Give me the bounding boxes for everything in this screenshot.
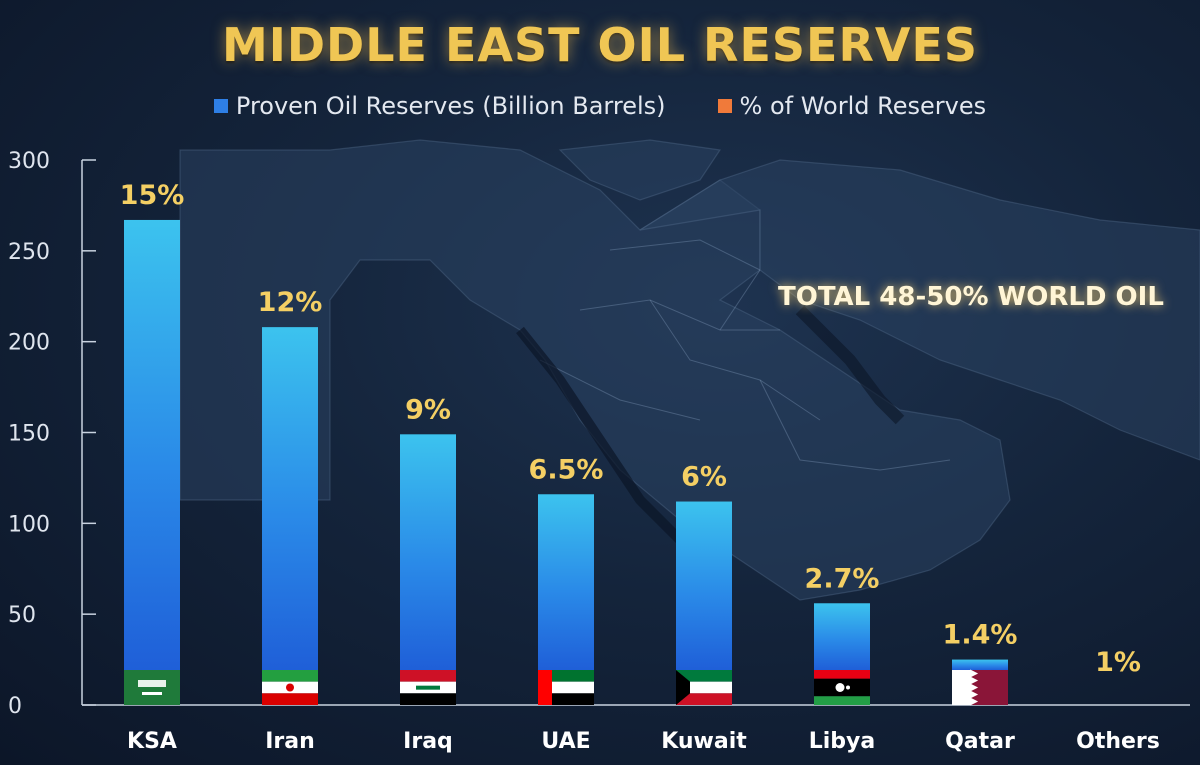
kuwait-flag bbox=[676, 670, 732, 705]
flag-band-white bbox=[676, 681, 732, 694]
flag-emblem bbox=[286, 683, 294, 692]
bar-reserves-ksa bbox=[124, 219, 180, 670]
flag-band-red bbox=[814, 670, 870, 679]
data-label-iran: 12% bbox=[258, 287, 323, 318]
uae-flag bbox=[538, 670, 594, 705]
data-label-qatar: 1.4% bbox=[943, 620, 1018, 651]
flag-band-green bbox=[262, 670, 318, 682]
flag-band-red bbox=[400, 670, 456, 682]
chart-title: MIDDLE EAST OIL RESERVES bbox=[221, 18, 979, 72]
flag-script bbox=[416, 685, 440, 690]
data-label-libya: 2.7% bbox=[805, 563, 880, 594]
flag-trapezoid bbox=[676, 670, 690, 705]
flag-field bbox=[124, 670, 180, 705]
flag-script bbox=[138, 680, 166, 687]
data-label-uae: 6.5% bbox=[529, 454, 604, 485]
legend: Proven Oil Reserves (Billion Barrels) % … bbox=[0, 92, 1200, 120]
data-label-ksa: 15% bbox=[120, 180, 185, 211]
legend-item-world-share: % of World Reserves bbox=[717, 92, 987, 120]
data-label-iraq: 9% bbox=[405, 394, 451, 425]
flag-crescent bbox=[835, 683, 845, 692]
flag-band-green bbox=[676, 670, 732, 682]
legend-label-world-share: % of World Reserves bbox=[739, 92, 987, 120]
iran-flag bbox=[262, 670, 318, 705]
x-tick-label-qatar: Qatar bbox=[945, 729, 1015, 754]
x-tick-label-iran: Iran bbox=[265, 729, 315, 754]
bar-reserves-kuwait bbox=[676, 501, 732, 670]
y-tick-label: 250 bbox=[8, 240, 50, 265]
flag-band-black bbox=[400, 693, 456, 705]
flag-hoist-white bbox=[952, 670, 970, 705]
legend-swatch-world-share bbox=[717, 99, 732, 113]
legend-label-reserves: Proven Oil Reserves (Billion Barrels) bbox=[235, 92, 666, 120]
flag-star bbox=[846, 685, 850, 690]
bar-reserves-iran bbox=[262, 327, 318, 670]
ksa-flag bbox=[124, 670, 180, 705]
flag-band-white bbox=[552, 681, 594, 694]
x-tick-label-iraq: Iraq bbox=[403, 729, 453, 754]
bar-reserves-qatar bbox=[952, 659, 1008, 670]
flag-hoist-red bbox=[538, 670, 552, 705]
data-label-others: 1% bbox=[1095, 647, 1141, 678]
flag-band-red bbox=[262, 693, 318, 705]
flag-sword bbox=[142, 692, 162, 695]
bar-reserves-libya bbox=[814, 603, 870, 670]
y-tick-label: 150 bbox=[8, 422, 50, 447]
x-tick-label-uae: UAE bbox=[541, 729, 590, 754]
bar-reserves-uae bbox=[538, 494, 594, 670]
flag-serration bbox=[968, 669, 979, 706]
legend-swatch-reserves bbox=[213, 99, 228, 113]
total-annotation: TOTAL 48-50% WORLD OIL bbox=[778, 282, 1164, 312]
libya-flag bbox=[814, 670, 870, 705]
x-tick-label-kuwait: Kuwait bbox=[661, 729, 747, 754]
y-tick-label: 0 bbox=[8, 694, 22, 719]
x-tick-label-others: Others bbox=[1076, 729, 1160, 754]
x-tick-label-ksa: KSA bbox=[127, 729, 177, 754]
data-label-kuwait: 6% bbox=[681, 462, 727, 493]
x-tick-label-libya: Libya bbox=[809, 729, 876, 754]
y-tick-label: 200 bbox=[8, 331, 50, 356]
qatar-flag bbox=[952, 669, 1008, 706]
flag-band-green bbox=[552, 670, 594, 682]
y-tick-label: 50 bbox=[8, 603, 36, 628]
legend-item-reserves: Proven Oil Reserves (Billion Barrels) bbox=[213, 92, 666, 120]
y-tick-label: 100 bbox=[8, 512, 50, 537]
flag-band-red bbox=[676, 693, 732, 705]
iraq-flag bbox=[400, 670, 456, 705]
y-tick-label: 300 bbox=[8, 149, 50, 174]
bar-reserves-iraq bbox=[400, 434, 456, 670]
flag-band-green bbox=[814, 696, 870, 705]
flag-band-black bbox=[552, 693, 594, 705]
